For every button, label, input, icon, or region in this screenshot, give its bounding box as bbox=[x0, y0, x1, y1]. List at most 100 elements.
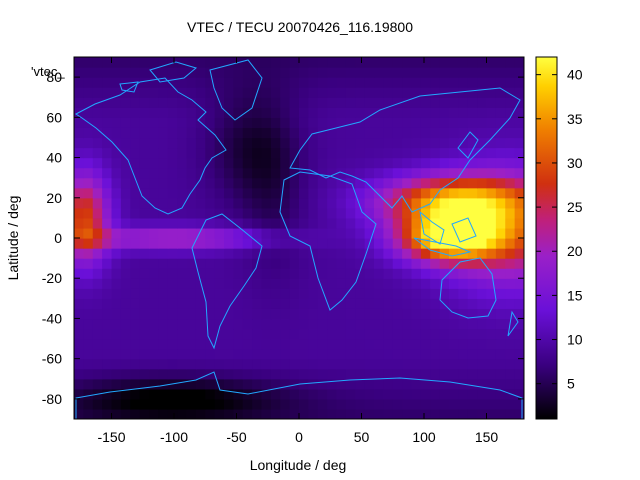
heatmap-cell bbox=[261, 368, 272, 380]
heatmap-cell bbox=[336, 177, 347, 189]
heatmap-cell bbox=[111, 87, 122, 98]
heatmap-cell bbox=[149, 398, 159, 410]
heatmap-cell bbox=[495, 137, 506, 149]
heatmap-cell bbox=[120, 308, 131, 320]
heatmap-cell bbox=[224, 268, 234, 279]
heatmap-cell bbox=[74, 268, 84, 279]
heatmap-cell bbox=[486, 368, 497, 380]
heatmap-cell bbox=[486, 207, 497, 219]
heatmap-cell bbox=[458, 348, 469, 360]
heatmap-cell bbox=[308, 217, 319, 229]
heatmap-cell bbox=[477, 278, 488, 289]
heatmap-cell bbox=[392, 258, 403, 269]
heatmap-cell bbox=[467, 258, 478, 269]
heatmap-cell bbox=[120, 77, 131, 88]
heatmap-cell bbox=[130, 238, 141, 249]
heatmap-cell bbox=[205, 197, 216, 209]
heatmap-cell bbox=[514, 97, 524, 108]
heatmap-cell bbox=[317, 248, 328, 259]
heatmap-cell bbox=[420, 87, 431, 98]
heatmap-cell bbox=[495, 127, 506, 139]
heatmap-cell bbox=[158, 248, 169, 259]
heatmap-cell bbox=[130, 318, 141, 330]
x-tick-label: -50 bbox=[226, 429, 246, 445]
heatmap-cell bbox=[420, 67, 431, 78]
heatmap-cell bbox=[467, 197, 478, 209]
heatmap-cell bbox=[336, 77, 347, 88]
heatmap-cell bbox=[308, 248, 319, 259]
heatmap-cell bbox=[242, 217, 253, 229]
heatmap-cell bbox=[177, 227, 188, 239]
heatmap-cell bbox=[149, 147, 159, 159]
heatmap-cell bbox=[270, 248, 281, 259]
heatmap-cell bbox=[439, 227, 450, 239]
heatmap-cell bbox=[420, 298, 431, 309]
heatmap-cell bbox=[439, 187, 450, 199]
heatmap-cell bbox=[120, 57, 131, 68]
heatmap-cell bbox=[242, 117, 253, 128]
heatmap-cell bbox=[102, 318, 113, 330]
heatmap-cell bbox=[374, 298, 384, 309]
heatmap-cell bbox=[83, 238, 94, 249]
heatmap-cell bbox=[420, 248, 431, 259]
heatmap-cell bbox=[289, 378, 300, 390]
heatmap-cell bbox=[158, 67, 169, 78]
heatmap-cell bbox=[439, 338, 450, 350]
heatmap-cell bbox=[299, 107, 309, 118]
heatmap-cell bbox=[120, 187, 131, 199]
heatmap-cell bbox=[149, 177, 159, 189]
heatmap-cell bbox=[83, 57, 94, 68]
heatmap-cell bbox=[420, 207, 431, 219]
heatmap-cell bbox=[458, 177, 469, 189]
heatmap-cell bbox=[458, 217, 469, 229]
heatmap-cell bbox=[317, 358, 328, 370]
heatmap-cell bbox=[102, 248, 113, 259]
heatmap-cell bbox=[383, 117, 394, 128]
heatmap-cell bbox=[364, 358, 375, 370]
heatmap-cell bbox=[261, 268, 272, 279]
heatmap-cell bbox=[439, 278, 450, 289]
heatmap-cell bbox=[261, 227, 272, 239]
heatmap-cell bbox=[345, 408, 356, 419]
coast-africa bbox=[279, 171, 377, 311]
heatmap-cell bbox=[120, 398, 131, 410]
heatmap-cell bbox=[364, 368, 375, 380]
heatmap-cell bbox=[139, 278, 150, 289]
heatmap-cell bbox=[383, 77, 394, 88]
heatmap-cell bbox=[186, 328, 197, 340]
heatmap-cell bbox=[186, 408, 197, 419]
heatmap-cell bbox=[233, 358, 244, 370]
heatmap-cell bbox=[327, 328, 338, 340]
heatmap-cell bbox=[486, 117, 497, 128]
heatmap-cell bbox=[383, 157, 394, 169]
heatmap-cell bbox=[374, 227, 384, 239]
heatmap-cell bbox=[364, 258, 375, 269]
heatmap-cell bbox=[392, 298, 403, 309]
heatmap-cell bbox=[167, 328, 178, 340]
heatmap-cell bbox=[158, 77, 169, 88]
heatmap-cell bbox=[74, 97, 84, 108]
heatmap-cell bbox=[345, 97, 356, 108]
heatmap-cell bbox=[486, 318, 497, 330]
heatmap-cell bbox=[430, 338, 441, 350]
heatmap-cell bbox=[120, 227, 131, 239]
heatmap-cell bbox=[430, 117, 441, 128]
heatmap-cell bbox=[345, 238, 356, 249]
heatmap-cell bbox=[92, 398, 103, 410]
heatmap-cell bbox=[224, 97, 234, 108]
heatmap-cell bbox=[355, 177, 366, 189]
heatmap-cell bbox=[195, 127, 206, 139]
heatmap-cell bbox=[130, 368, 141, 380]
heatmap-cell bbox=[186, 177, 197, 189]
heatmap-cell bbox=[214, 207, 225, 219]
heatmap-cell bbox=[514, 328, 524, 340]
heatmap-cell bbox=[486, 278, 497, 289]
heatmap-cell bbox=[224, 57, 234, 68]
heatmap-cell bbox=[92, 298, 103, 309]
heatmap-cell bbox=[467, 318, 478, 330]
heatmap-cell bbox=[167, 167, 178, 179]
heatmap-cell bbox=[383, 87, 394, 98]
heatmap-cell bbox=[374, 147, 384, 159]
heatmap-cell bbox=[102, 238, 113, 249]
heatmap-cell bbox=[270, 157, 281, 169]
